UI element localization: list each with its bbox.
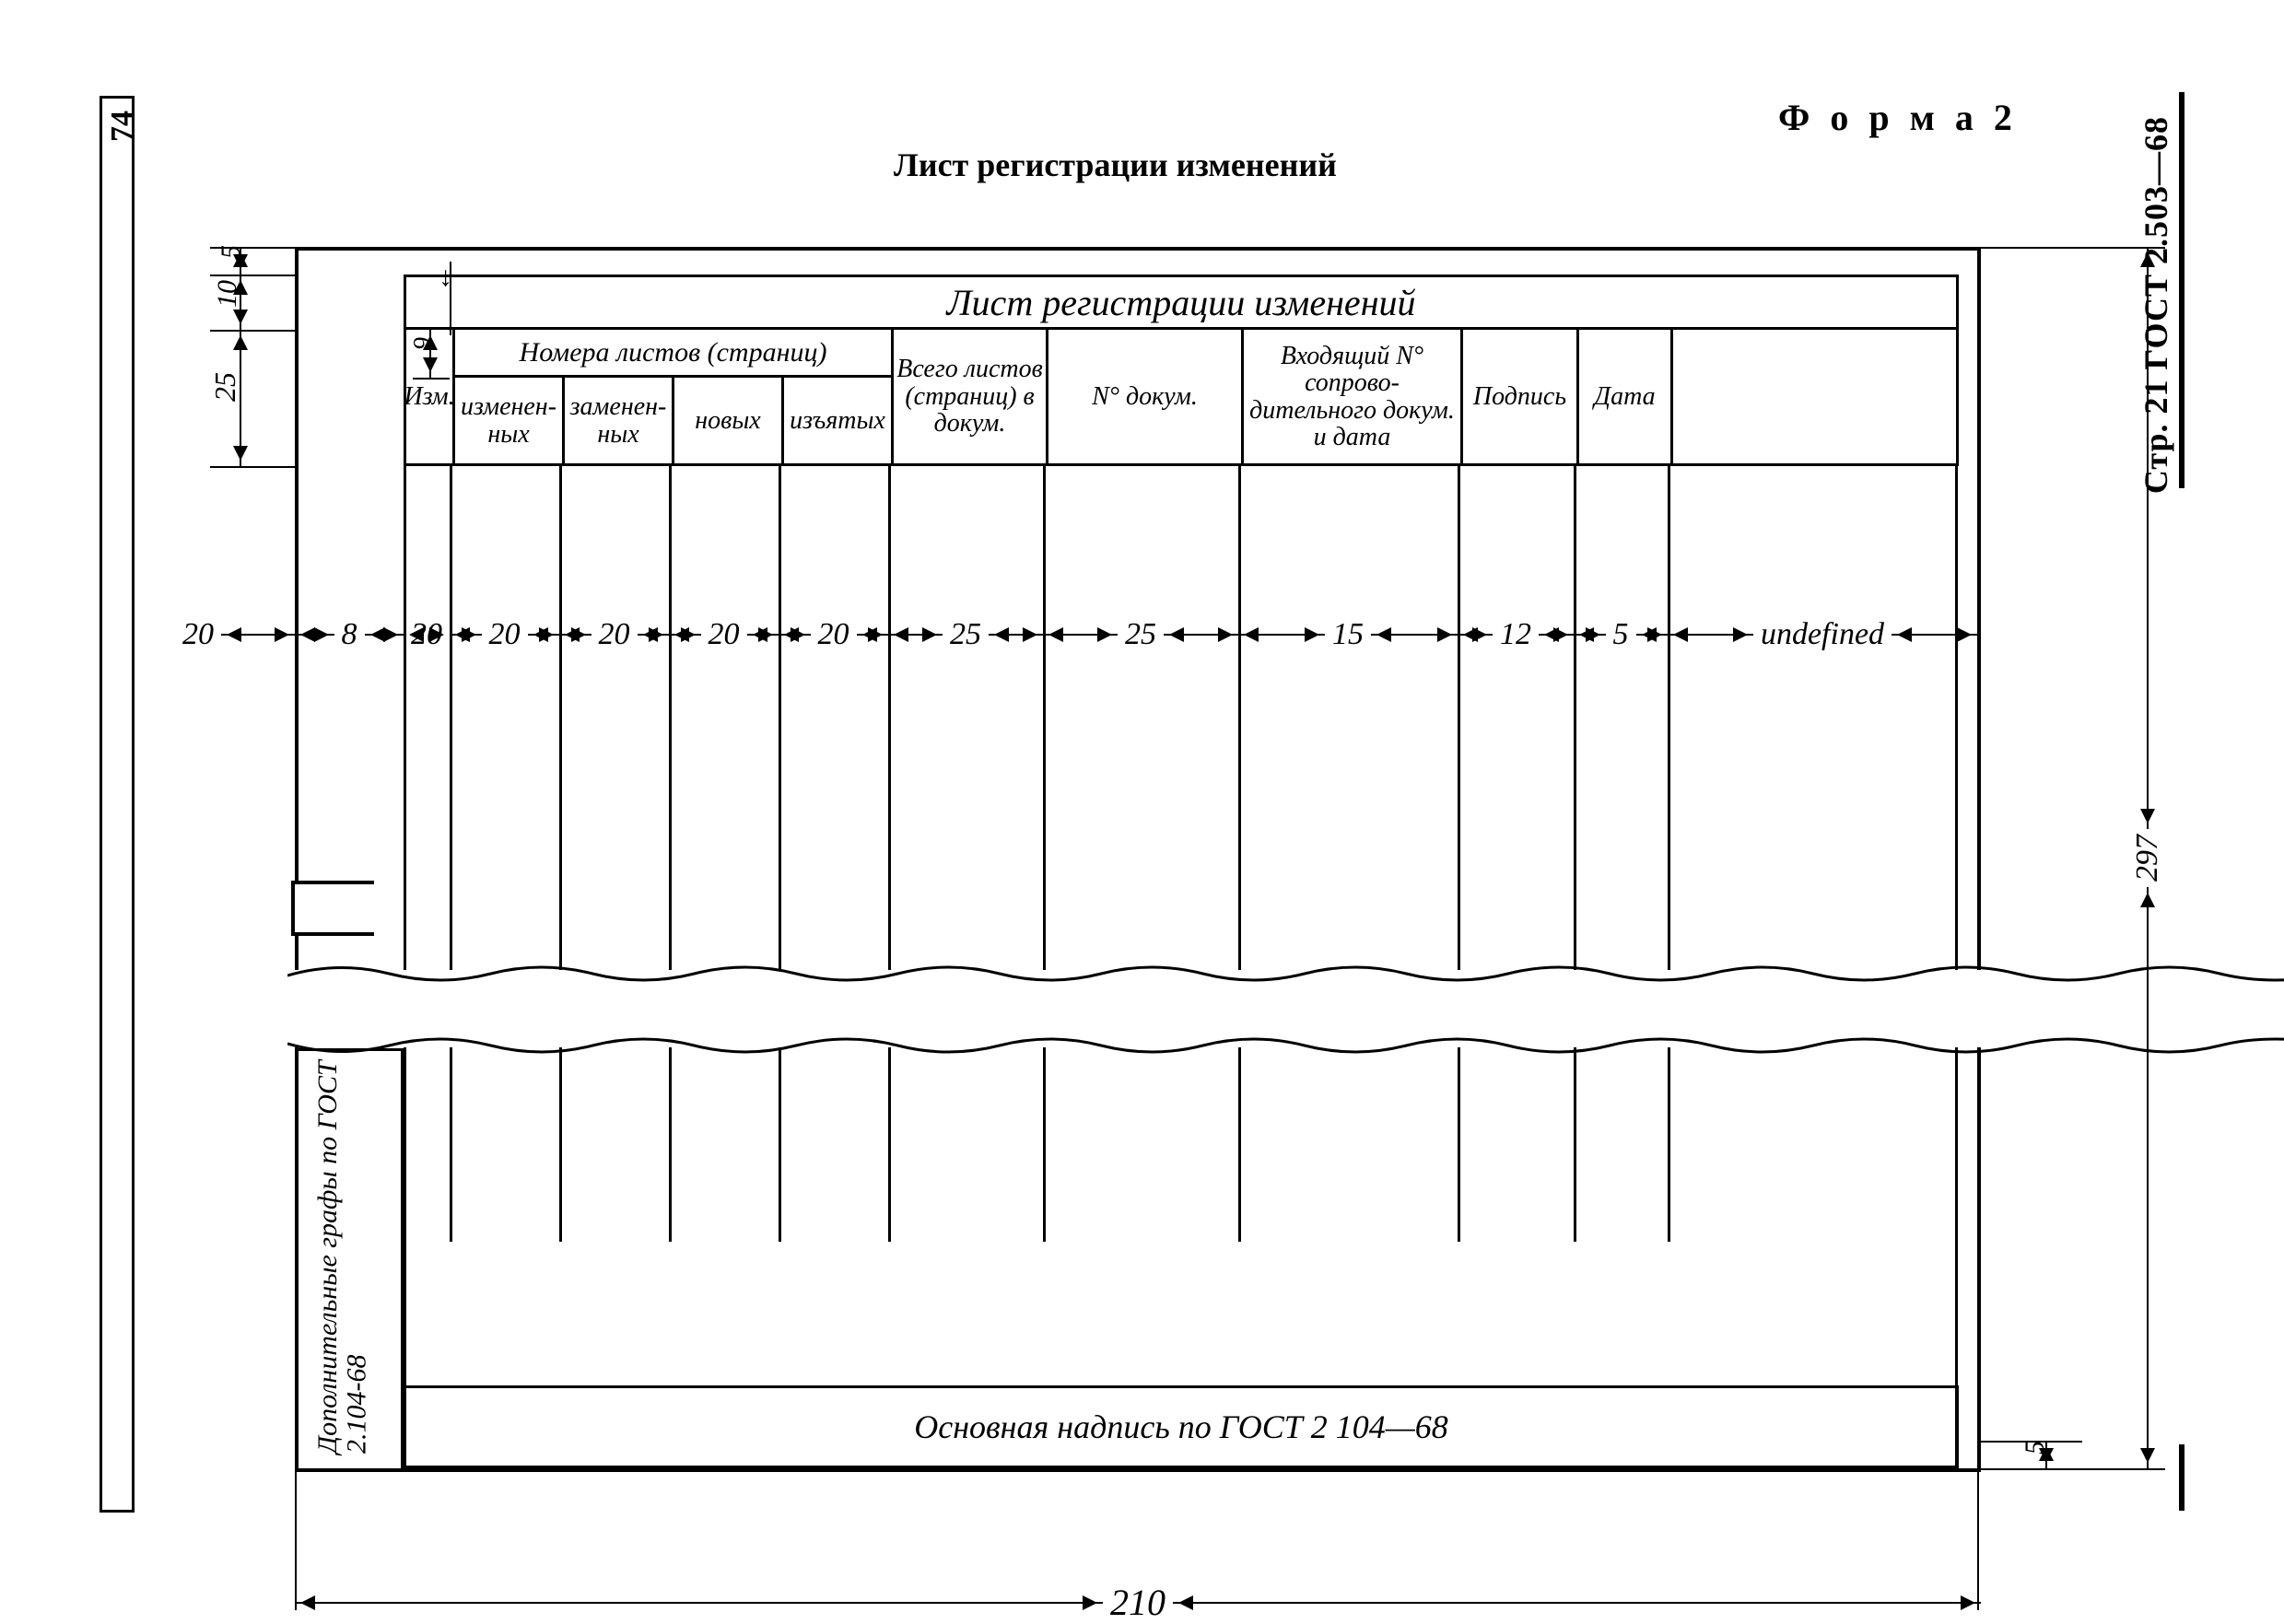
- dim-col-3: 20: [450, 617, 559, 652]
- rule-date: [1668, 466, 1670, 1242]
- dim-col-11-val: 5: [1606, 617, 1636, 652]
- form-label: Ф о р м а 2: [1778, 96, 2018, 139]
- dim-col-7: 25: [888, 617, 1043, 652]
- document-title: Лист регистрации изменений: [894, 146, 1337, 184]
- tear-bottom: [287, 1034, 2284, 1060]
- odd-page-rail-top: [2179, 92, 2184, 488]
- dim-col-8-val: 25: [1118, 617, 1164, 652]
- dim-col-12: undefined: [1668, 617, 1977, 652]
- col-docno: N° докум.: [1046, 330, 1241, 463]
- torn-gap: [287, 970, 2284, 1047]
- col-sub2: заменен- ных: [562, 378, 672, 463]
- dim-col-11: 5: [1574, 617, 1668, 652]
- odd-page-rail-bottom: [2179, 1444, 2184, 1511]
- ext: [1981, 1468, 2165, 1470]
- ext: [210, 466, 295, 468]
- col-sub3: новых: [672, 378, 781, 463]
- dim-col-9-val: 15: [1325, 617, 1371, 652]
- dim-col-8: 25: [1043, 617, 1238, 652]
- dim-col-2: 20: [404, 617, 450, 652]
- dim-col-7-val: 25: [943, 617, 989, 652]
- footer-main-title: Основная надпись по ГОСТ 2 104—68: [404, 1385, 1959, 1468]
- dim-col-5: 20: [669, 617, 779, 652]
- dim-col-3-val: 20: [482, 617, 528, 652]
- dim-col-5-val: 20: [701, 617, 747, 652]
- izm-top-arrow: ↓: [439, 262, 452, 293]
- col-sheet-numbers-header: Номера листов (страниц): [455, 330, 891, 378]
- rule-sub1: [559, 466, 562, 1242]
- rule-total: [1043, 466, 1046, 1242]
- rule-incoming: [1458, 466, 1460, 1242]
- rule-sign: [1574, 466, 1576, 1242]
- dim-top-gap-val: 5: [216, 245, 247, 259]
- rule-sub4: [888, 466, 891, 1242]
- dim-col-10: 12: [1458, 617, 1574, 652]
- col-sign: Подпись: [1460, 330, 1576, 463]
- dim-page-w-val: 210: [1103, 1581, 1173, 1624]
- dim-subhead-h-val: 9: [409, 337, 439, 350]
- frame-title: Лист регистрации изменений: [404, 275, 1959, 330]
- col-sub1: изменен- ных: [455, 378, 562, 463]
- dim-col-6-val: 20: [811, 617, 857, 652]
- binding-notch: [291, 881, 374, 936]
- col-sub4: изъятых: [781, 378, 891, 463]
- dim-col-1-val: 8: [334, 617, 365, 652]
- rule-izm: [450, 466, 452, 1242]
- col-incoming: Входящий N° сопрово- дительного докум. и…: [1241, 330, 1460, 463]
- dim-col-12-val: undefined: [1753, 617, 1892, 652]
- dim-page-h-val: 297: [2130, 829, 2165, 887]
- dim-col-4-val: 20: [591, 617, 638, 652]
- rule-sub3: [779, 466, 781, 1242]
- dim-col-10-val: 12: [1493, 617, 1539, 652]
- page: 74 Стр. 21 ГОСТ 2.503—68 Ф о р м а 2 Лис…: [0, 0, 2284, 1577]
- dim-title-h-val: 10: [212, 280, 243, 308]
- col-sheet-numbers: Номера листов (страниц) изменен- ных зам…: [452, 330, 891, 463]
- dim-page-w: 210: [295, 1581, 1981, 1624]
- rule-sub2: [669, 466, 672, 1242]
- side-note-text: Дополнительные графы по ГОСТ 2.104-68: [313, 1057, 396, 1454]
- dim-page-h: 297: [2130, 247, 2165, 1468]
- dim-col-0-val: 20: [175, 617, 221, 652]
- form-drawing: Лист регистрации изменений Изм. Номера л…: [295, 247, 1981, 1472]
- even-page-margin-frame: [100, 96, 135, 1513]
- col-date: Дата: [1576, 330, 1670, 463]
- dim-col-0: 20: [175, 617, 295, 652]
- col-total: Всего листов (страниц) в докум.: [891, 330, 1046, 463]
- ext: [210, 275, 295, 276]
- page-number-even: 74: [105, 111, 140, 142]
- dim-header-h-val: 25: [208, 372, 242, 402]
- rule-docno: [1238, 466, 1241, 1242]
- dim-bottom-margin-val: 5: [2020, 1441, 2051, 1455]
- dim-col-6: 20: [779, 617, 888, 652]
- header-table: Изм. Номера листов (страниц) изменен- ны…: [404, 330, 1959, 466]
- tear-top: [287, 957, 2284, 983]
- dim-col-4: 20: [559, 617, 669, 652]
- col-right-margin: [1670, 330, 1956, 463]
- ext: [210, 330, 295, 332]
- dim-col-9: 15: [1238, 617, 1458, 652]
